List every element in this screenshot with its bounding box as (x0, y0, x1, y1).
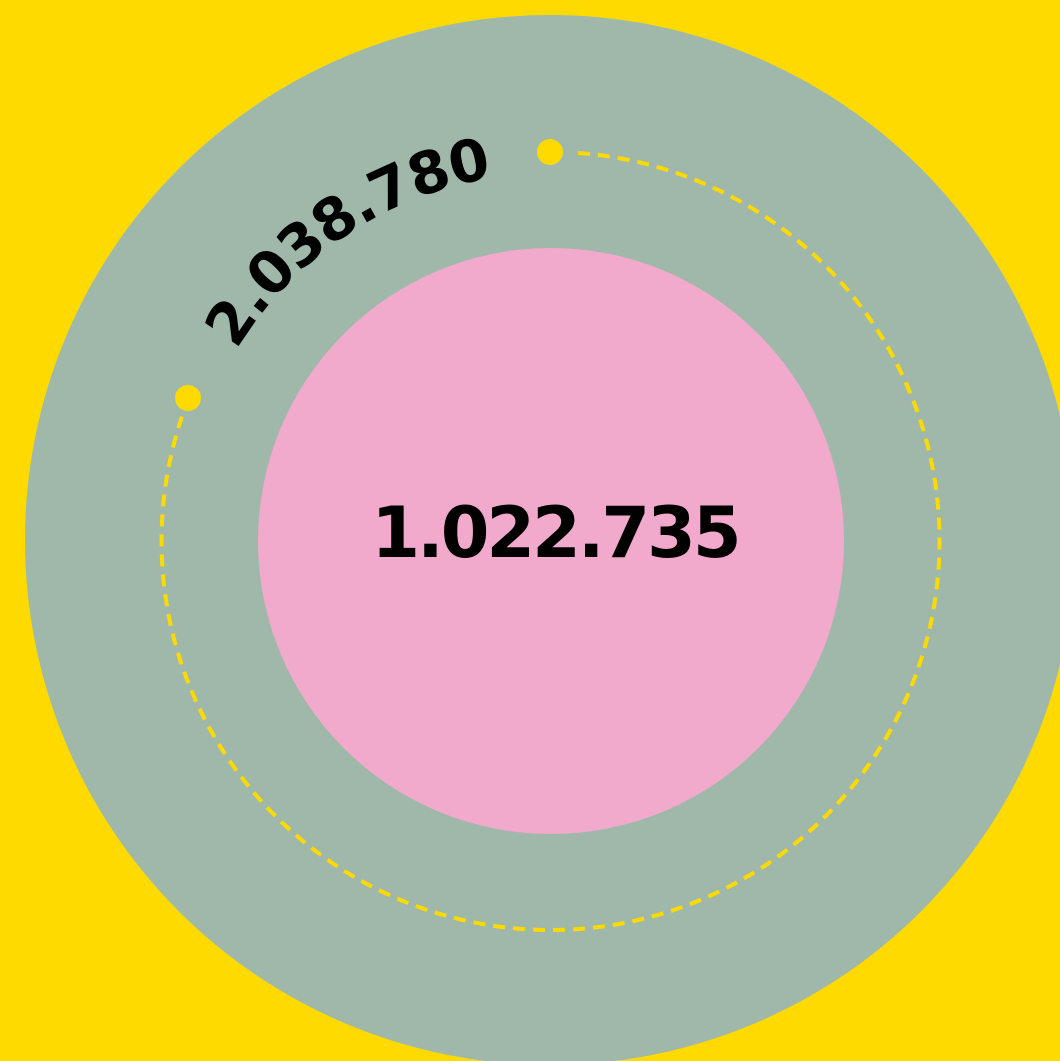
orbit-dot (175, 385, 201, 411)
inner-circle (258, 248, 844, 834)
inner-label: 1.022.735 (371, 492, 738, 574)
orbit-dot (537, 139, 563, 165)
